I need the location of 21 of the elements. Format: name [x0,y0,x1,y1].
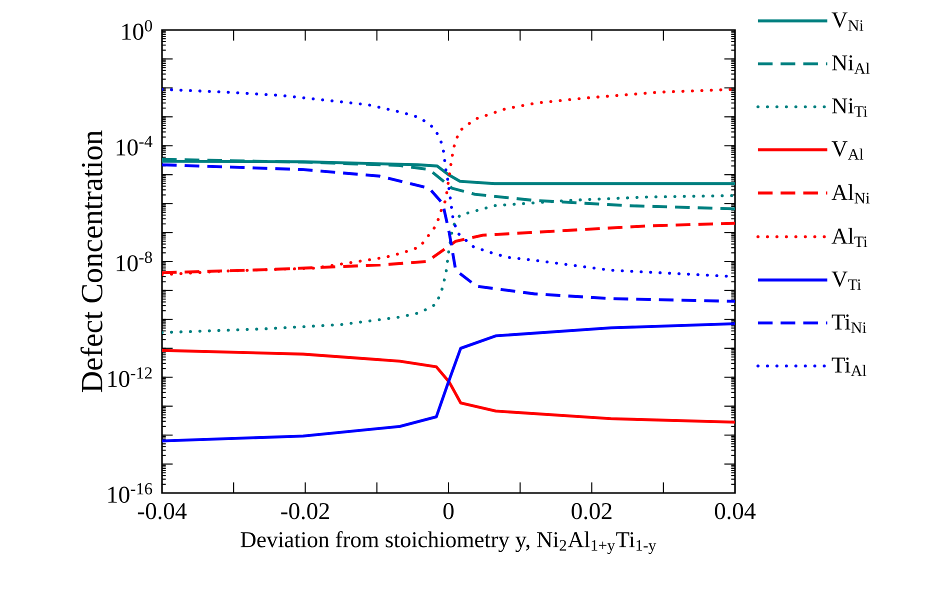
legend-label: Ni$_{Al}$ [832,55,870,74]
legend-label: V$_{Ni}$ [832,12,864,31]
y-axis-title: Defect Concentration [80,130,102,392]
legend-label: V$_{Ti}$ [832,272,862,290]
legend-label: Al$_{Ti}$ [832,228,868,248]
x-tick-label: 0 [443,503,454,520]
y-tick-label: 10$^{0}$ [122,20,152,40]
x-axis-title: Deviation from stoichiometry y, Ni$_{2}$Al$_{1+y}$Ti$_{1-y}$ [240,531,656,554]
legend-label: Ti$_{Ni}$ [832,314,866,333]
y-tick-label: 10$^{-12}$ [108,367,152,388]
y-tick-label: 10$^{-8}$ [116,252,152,272]
x-tick-label: -0.02 [281,503,329,520]
x-tick-label: -0.04 [138,503,187,520]
legend-label: Al$_{Ni}$ [832,184,870,204]
legend-label: V$_{Al}$ [832,141,864,160]
x-tick-label: 0.02 [572,503,612,520]
y-tick-label: 10$^{-4}$ [116,136,152,156]
legend-label: Ti$_{Al}$ [832,357,866,376]
x-tick-label: 0.04 [714,503,756,520]
legend-label: Ni$_{Ti}$ [832,98,868,117]
y-tick-label: 10$^{-16}$ [108,483,152,503]
